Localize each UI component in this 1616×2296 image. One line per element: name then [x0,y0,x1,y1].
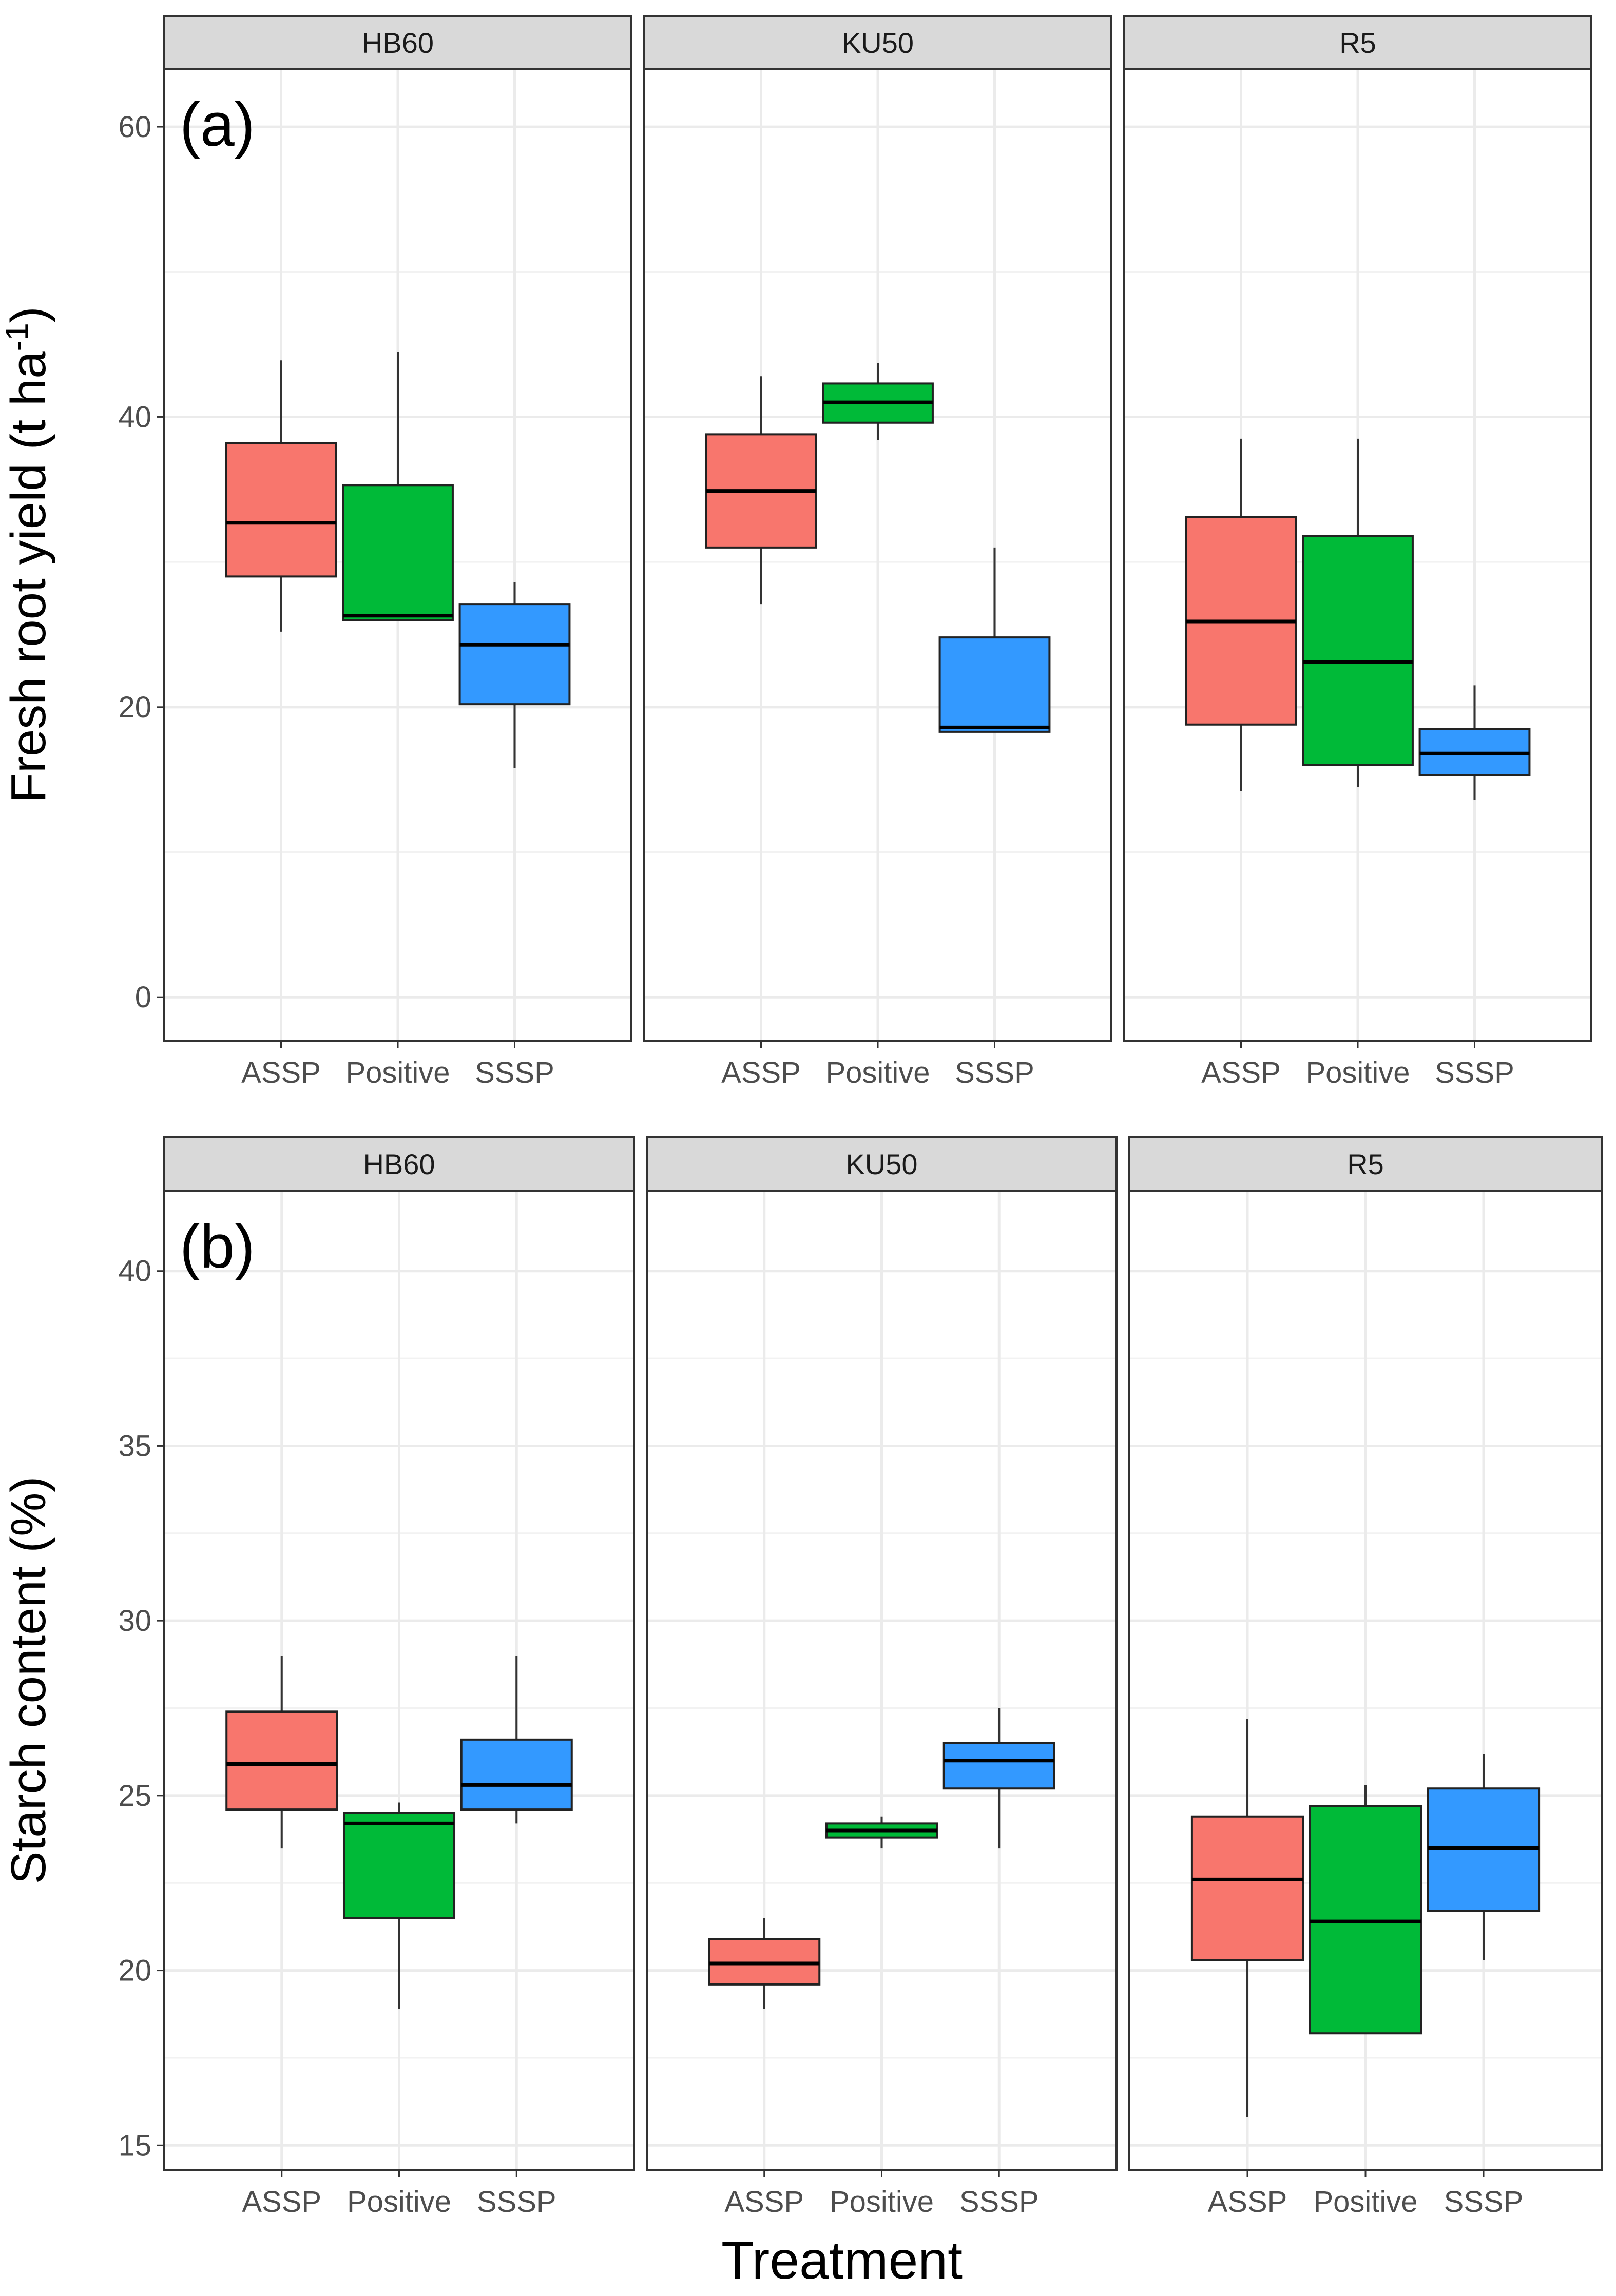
y-axis-title: Fresh root yield (t ha-1) [0,306,56,803]
box-r5-assp [1190,1718,1304,2117]
x-tick-label: ASSP [1201,1056,1281,1089]
facet-strip [163,15,632,70]
x-tick-label: ASSP [721,1056,801,1089]
box-iqr [1190,1815,1304,1961]
facet-panel-ku50: KU50 ASSP Positive SSSP [643,15,1112,1089]
box-ku50-assp [708,1918,821,2009]
y-axis-title-text: Starch content (%) [1,1476,56,1884]
box-hb60-sssp [458,582,571,768]
y-tick-label: 40 [118,1255,151,1288]
box-hb60-assp [225,360,337,632]
facet-strip-label: HB60 [363,1148,435,1180]
facet-strip [1128,1136,1603,1192]
x-tick-label: SSSP [1444,2185,1524,2219]
y-axis-title-superscript: -1 [0,323,35,351]
box-r5-assp [1185,438,1297,791]
facet-strip-label: KU50 [842,27,914,59]
panel-tag: (a) [180,90,255,159]
y-tick-label: 25 [118,1779,151,1813]
box-iqr [225,1710,338,1811]
box-iqr [460,1738,573,1811]
y-tick-label: 15 [118,2129,151,2162]
facet-panel-r5: R5 ASSP Positive SSSP [1128,1136,1603,2219]
box-hb60-assp [225,1656,338,1849]
box-iqr [942,1742,1055,1790]
plot-a: 0 20 40 60 Fresh root yield (t ha-1) HB60 ASSP… [0,15,1592,1089]
box-ku50-positive [825,1816,938,1849]
box-hb60-positive [342,352,454,621]
y-axis-title-close: ) [1,306,56,323]
box-ku50-sssp [938,547,1051,733]
y-axis-title: Starch content (%) [1,1476,56,1884]
box-r5-sssp [1427,1754,1541,1960]
facet-strip-label: R5 [1347,1148,1384,1180]
y-tick-label: 30 [118,1604,151,1638]
facet-strip-label: HB60 [362,27,434,59]
x-tick-label: SSSP [475,1056,554,1089]
y-tick-label: 40 [118,400,151,434]
x-tick-label: ASSP [724,2185,804,2219]
box-ku50-positive [822,363,934,440]
facet-panel-r5: R5 ASSP Positive SSSP [1123,15,1592,1089]
facet-panel-hb60: HB60 ASSP Positive SSSP (b) [163,1136,635,2219]
box-iqr [225,442,337,578]
x-tick-label: SSSP [1435,1056,1514,1089]
box-iqr [342,484,454,621]
x-tick-label: Positive [345,1056,450,1089]
x-tick-label: SSSP [955,1056,1034,1089]
box-iqr [342,1812,456,1919]
y-tick-label: 20 [118,691,151,724]
box-hb60-positive [342,1802,456,2009]
x-axis-title: Treatment [721,2231,963,2290]
box-iqr [1302,535,1414,766]
box-ku50-assp [705,376,817,605]
panel-tag: (b) [180,1212,255,1281]
box-iqr [938,636,1051,733]
x-tick-label: SSSP [959,2185,1039,2219]
y-tick-label: 35 [118,1429,151,1463]
y-tick-label: 20 [118,1954,151,1988]
box-ku50-sssp [942,1708,1055,1849]
facet-panel-hb60: HB60 ASSP Positive SSSP (a) [163,15,632,1089]
x-tick-label: ASSP [1208,2185,1287,2219]
x-tick-label: ASSP [242,2185,321,2219]
facet-strip [163,1136,635,1192]
box-hb60-sssp [460,1656,573,1824]
x-tick-label: Positive [825,1056,930,1089]
facet-panel-ku50: KU50 ASSP Positive SSSP [646,1136,1118,2219]
facet-strip [643,15,1112,70]
y-tick-label: 60 [118,110,151,144]
y-axis-title-text: Fresh root yield (t ha [1,351,56,803]
plot-b: 15 20 25 30 35 40 Starch content (%) HB60 ASSP Po… [1,1136,1603,2219]
facet-strip-label: KU50 [845,1148,917,1180]
box-r5-positive [1302,438,1414,787]
box-iqr [458,603,571,706]
y-tick-label: 0 [135,981,151,1014]
x-tick-label: Positive [1313,2185,1417,2219]
x-tick-label: ASSP [241,1056,321,1089]
x-tick-label: SSSP [477,2185,556,2219]
box-r5-sssp [1418,685,1531,800]
x-tick-label: Positive [347,2185,451,2219]
x-tick-label: Positive [1305,1056,1410,1089]
facet-strip-label: R5 [1339,27,1376,59]
x-tick-label: Positive [830,2185,934,2219]
box-r5-positive [1309,1785,1422,2035]
